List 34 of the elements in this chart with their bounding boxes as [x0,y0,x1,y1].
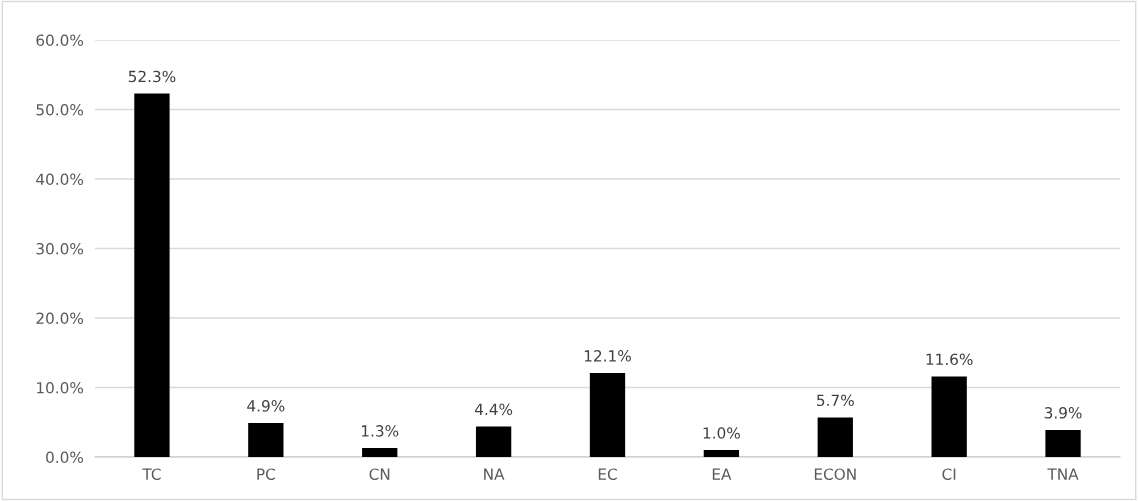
x-tick-label: TNA [1047,468,1079,480]
bar [248,422,284,457]
x-tick-label: NA [484,468,505,480]
x-tick-label: ECON [814,468,856,480]
bar [475,426,512,457]
data-label: 1.0% [703,427,740,439]
x-tick-label: PC [257,468,275,480]
y-tick-label: 50.0% [36,103,84,116]
x-tick-label: TC [142,468,161,480]
y-tick-label: 60.0% [36,34,84,47]
data-label: 11.6% [926,353,973,366]
y-tick-label: 10.0% [37,381,84,394]
y-tick-label: 30.0% [36,242,84,255]
bar [703,450,740,457]
data-label: 12.1% [584,350,631,362]
y-tick-label: 20.0% [36,312,84,325]
x-tick-label: EC [598,468,617,480]
x-tick-label: CN [369,468,390,480]
bar [817,417,853,457]
x-tick-label: CI [942,468,956,480]
data-label: 5.7% [817,394,854,407]
data-label: 4.4% [474,403,513,416]
data-label: 3.9% [1044,407,1082,419]
y-tick-label: 40.0% [36,173,84,186]
y-tick-label: 0.0% [46,451,84,464]
bar [589,372,626,457]
data-label: 4.9% [247,400,285,412]
bar [931,376,967,457]
x-tick-label: EA [712,468,732,480]
data-label: 1.3% [361,425,399,437]
bar [134,93,170,457]
bar [1045,429,1081,457]
data-label: 52.3% [128,70,176,83]
bar [362,447,398,457]
